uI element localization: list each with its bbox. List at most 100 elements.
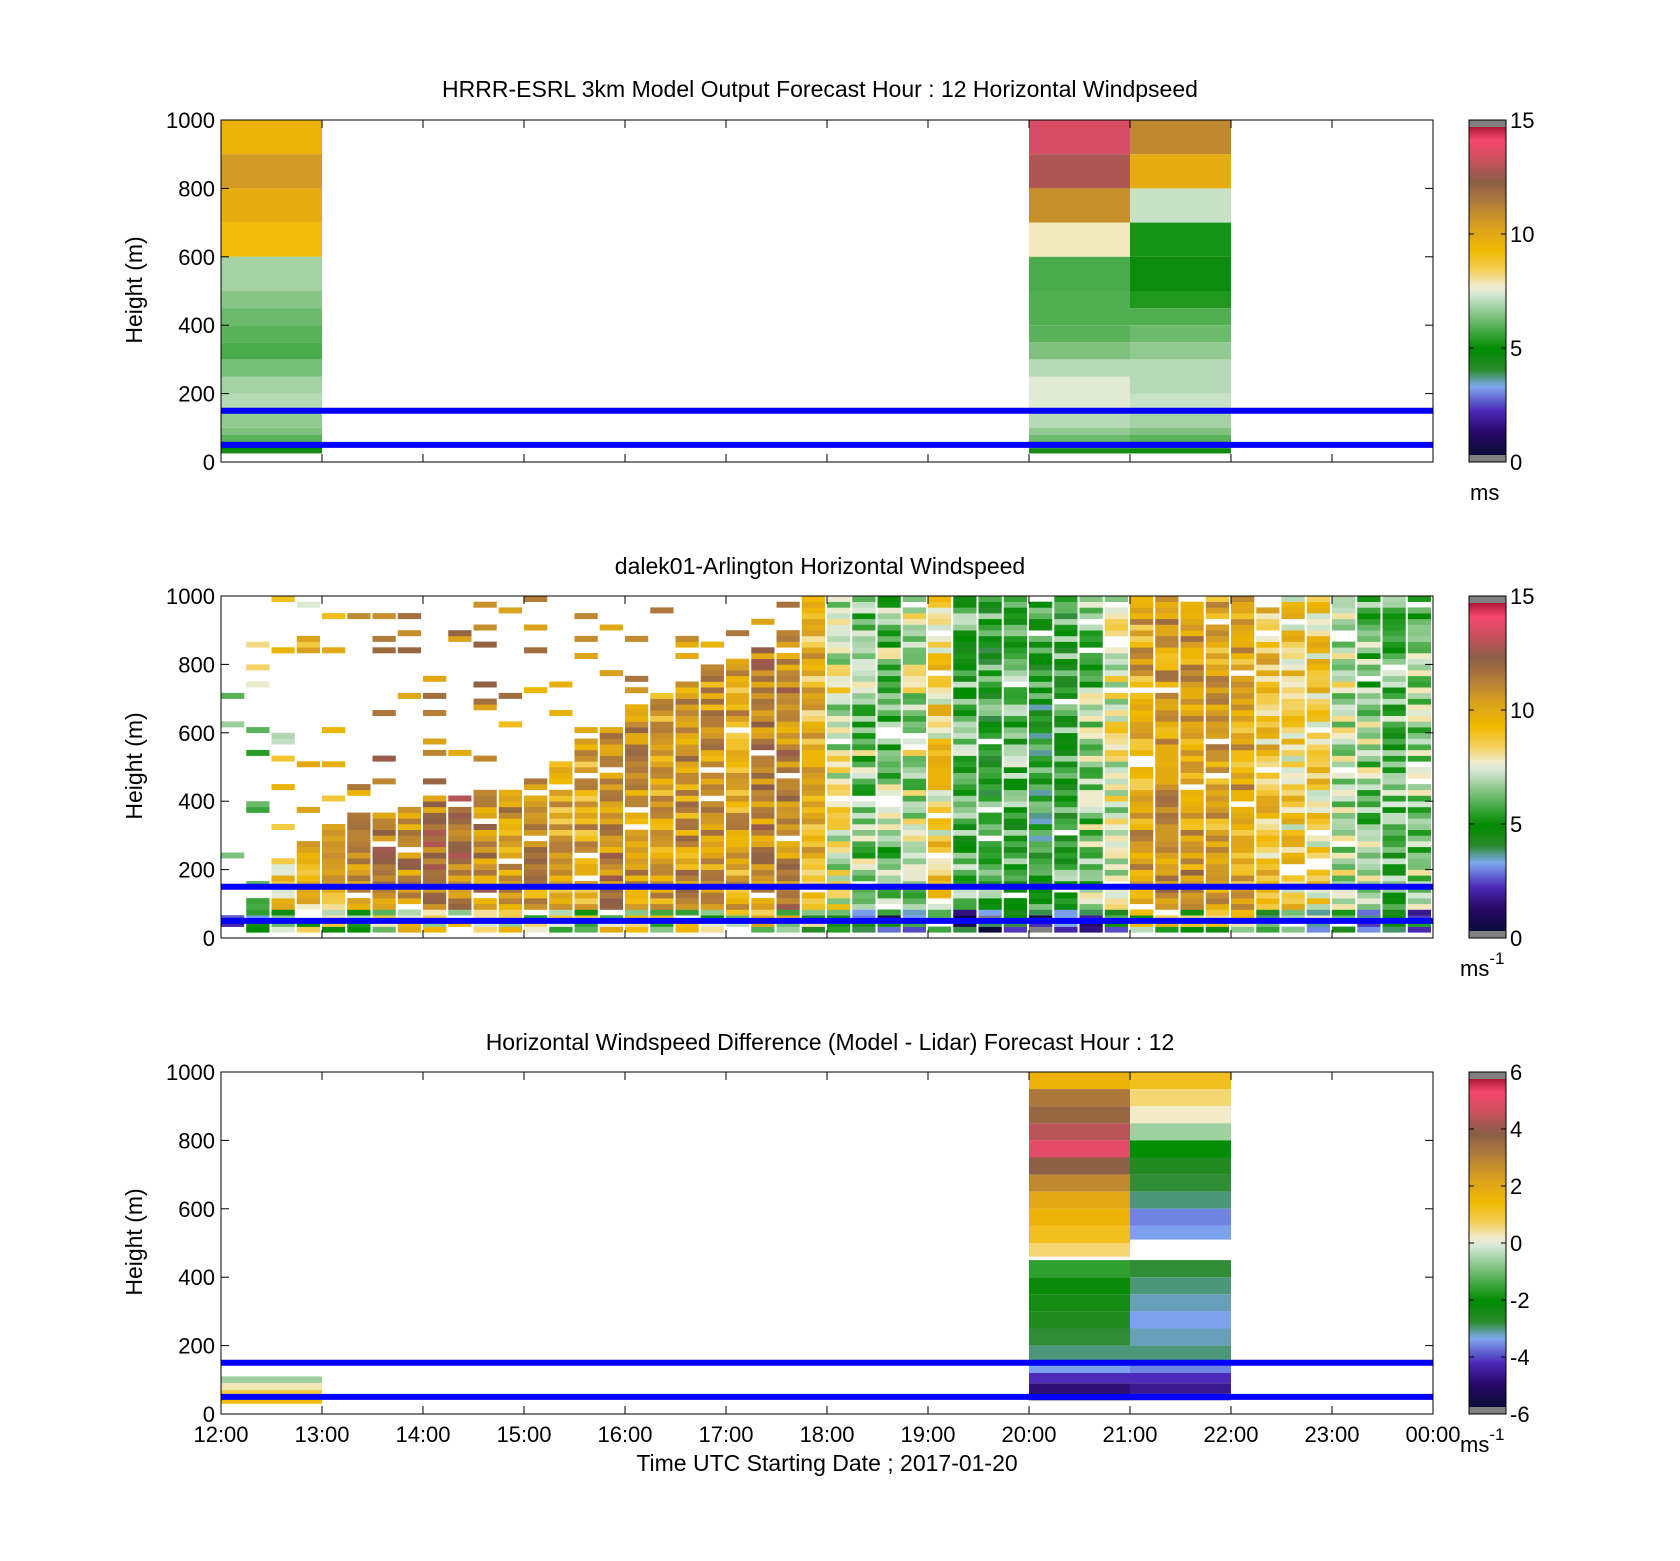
heatmap-cell	[827, 664, 851, 671]
heatmap-cell	[1382, 749, 1406, 756]
heatmap-cell	[1382, 647, 1406, 654]
heatmap-cell	[1256, 869, 1280, 876]
heatmap-cell	[1003, 635, 1027, 642]
heatmap-cell	[498, 818, 522, 825]
heatmap-cell	[1054, 681, 1078, 688]
heatmap-cell	[1029, 624, 1053, 631]
heatmap-cell	[1029, 120, 1130, 155]
heatmap-cell	[1256, 698, 1280, 705]
x-axis-ticks	[220, 596, 1434, 938]
heatmap-cell	[675, 784, 699, 791]
heatmap-cell	[902, 755, 926, 762]
heatmap-cell	[776, 824, 800, 830]
heatmap-cell	[776, 778, 800, 785]
heatmap-cell	[1382, 755, 1406, 762]
heatmap-cell	[852, 710, 876, 716]
heatmap-cell	[1079, 721, 1103, 728]
heatmap-cell	[1407, 858, 1431, 865]
heatmap-cell	[928, 875, 952, 882]
heatmap-cell	[1332, 670, 1356, 677]
heatmap-cell	[953, 761, 977, 768]
heatmap-cell	[902, 869, 926, 876]
heatmap-cell	[1054, 664, 1078, 671]
heatmap-cell	[801, 710, 825, 716]
heatmap-cell	[1155, 647, 1179, 654]
heatmap-cell	[827, 778, 851, 785]
heatmap-cell	[1155, 596, 1179, 602]
heatmap-cell	[1306, 835, 1330, 842]
heatmap-cell	[1281, 658, 1305, 665]
heatmap-cell	[1029, 732, 1053, 739]
heatmap-cell	[1281, 795, 1305, 802]
heatmap-cell	[296, 863, 320, 870]
heatmap-cell	[1003, 630, 1027, 637]
heatmap-cell	[524, 829, 548, 836]
heatmap-cell	[1079, 687, 1103, 694]
heatmap-cell	[978, 732, 1002, 739]
heatmap-cell	[246, 681, 270, 688]
heatmap-cell	[928, 835, 952, 842]
heatmap-cell	[625, 835, 649, 842]
heatmap-cell	[726, 704, 750, 711]
heatmap-cell	[1130, 1311, 1231, 1329]
heatmap-cell	[978, 858, 1002, 865]
heatmap-cell	[877, 624, 901, 631]
heatmap-cell	[751, 835, 775, 842]
heatmap-cell	[978, 795, 1002, 802]
heatmap-cell	[1180, 710, 1204, 716]
heatmap-cell	[347, 812, 371, 819]
heatmap-cell	[877, 909, 901, 916]
heatmap-cell	[1382, 806, 1406, 813]
heatmap-cell	[827, 818, 851, 825]
heatmap-cell	[1407, 624, 1431, 631]
heatmap-cell	[1357, 744, 1381, 751]
heatmap-cell	[978, 624, 1002, 631]
heatmap-cell	[1079, 892, 1103, 899]
heatmap-cell	[1407, 727, 1431, 734]
heatmap-cell	[1205, 721, 1229, 728]
heatmap-cell	[801, 835, 825, 842]
heatmap-cell	[498, 801, 522, 808]
heatmap-cell	[953, 755, 977, 762]
heatmap-cell	[1382, 795, 1406, 802]
heatmap-cell	[1180, 704, 1204, 711]
heatmap-cell	[625, 898, 649, 905]
heatmap-cell	[877, 755, 901, 762]
heatmap-cell	[700, 698, 724, 705]
heatmap-cell	[751, 658, 775, 665]
heatmap-cell	[852, 778, 876, 785]
heatmap-cell	[1256, 812, 1280, 819]
heatmap-cell	[801, 607, 825, 614]
heatmap-cell	[827, 710, 851, 716]
heatmap-cell	[498, 841, 522, 848]
heatmap-cell	[1256, 653, 1280, 659]
heatmap-cell	[1281, 715, 1305, 722]
heatmap-cell	[827, 858, 851, 865]
colorbar-tick-label: 15	[1510, 108, 1534, 133]
heatmap-cell	[928, 601, 952, 608]
heatmap-cell	[1079, 829, 1103, 836]
heatmap-cell	[1003, 653, 1027, 659]
heatmap-cell	[776, 658, 800, 665]
heatmap-cell	[928, 772, 952, 779]
heatmap-cell	[1407, 715, 1431, 722]
heatmap-cell	[549, 829, 573, 836]
heatmap-cell	[801, 715, 825, 722]
heatmap-cell	[1029, 376, 1130, 411]
heatmap-cell	[1130, 835, 1154, 842]
heatmap-cell	[448, 898, 472, 905]
heatmap-cell	[1357, 698, 1381, 705]
heatmap-cell	[1003, 829, 1027, 836]
heatmap-cell	[1029, 835, 1053, 842]
heatmap-cell	[953, 898, 977, 905]
heatmap-cell	[1382, 903, 1406, 910]
heatmap-cell	[1205, 761, 1229, 768]
heatmap-cell	[1003, 624, 1027, 631]
heatmap-cell	[1029, 869, 1053, 876]
heatmap-cell	[1003, 858, 1027, 865]
heatmap-cell	[776, 704, 800, 711]
heatmap-cell	[1205, 784, 1229, 791]
heatmap-cell	[1130, 1140, 1231, 1158]
heatmap-cell	[953, 618, 977, 625]
heatmap-cell	[347, 909, 371, 916]
